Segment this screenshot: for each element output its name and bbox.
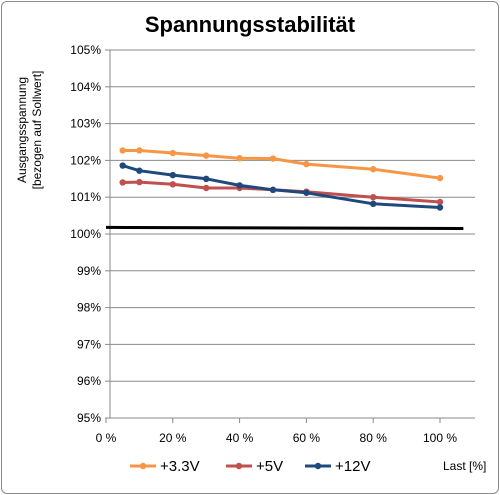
legend-swatch-marker <box>314 462 322 470</box>
y-tick-label: 96% <box>77 374 101 388</box>
x-tick-label: 80 % <box>360 431 388 445</box>
data-point <box>236 154 243 162</box>
legend: +3.3V +5V +12V <box>130 458 370 475</box>
y-axis-label-line1: Ausgangsspannung <box>15 77 29 183</box>
x-tick-label: 0 % <box>96 431 117 445</box>
data-point <box>119 179 126 186</box>
y-tick-label: 95% <box>77 411 101 425</box>
data-point <box>269 155 277 162</box>
data-point <box>436 204 444 211</box>
y-tick-label: 99% <box>77 264 101 278</box>
x-axis-label: Last [%] <box>443 459 486 473</box>
data-point <box>370 166 377 173</box>
data-point <box>236 182 243 189</box>
data-point <box>303 189 310 196</box>
axes <box>105 49 441 423</box>
series-layer <box>119 147 444 211</box>
legend-label: +5V <box>256 458 283 475</box>
legend-label: +12V <box>335 458 370 475</box>
data-point <box>136 167 143 174</box>
y-tick-label: 102% <box>70 153 101 167</box>
data-point <box>136 147 143 154</box>
data-point <box>119 162 126 169</box>
y-tick-labels: 95% 96% 97% 98% 99% 100% 101% 102% 103% 104% 105% <box>70 43 101 425</box>
x-tick-label: 100 % <box>423 431 457 445</box>
data-point <box>169 181 176 188</box>
y-tick-label: 100% <box>70 227 101 241</box>
x-tick-label: 60 % <box>293 431 321 445</box>
data-point <box>136 178 143 186</box>
y-tick-label: 97% <box>77 337 101 351</box>
x-tick-label: 40 % <box>226 431 254 445</box>
y-tick-label: 101% <box>70 190 101 204</box>
grid-lines <box>110 49 475 419</box>
y-tick-label: 105% <box>70 43 101 57</box>
x-tick-labels: 0 % 20 % 40 % 60 % 80 % 100 % <box>96 431 458 445</box>
legend-swatch-marker <box>235 462 243 470</box>
data-point <box>203 184 210 192</box>
y-tick-label: 98% <box>77 301 101 315</box>
reference-line-layer <box>105 225 464 230</box>
data-point <box>436 174 444 182</box>
data-point <box>370 194 377 201</box>
data-point <box>269 186 277 194</box>
data-point <box>169 171 176 179</box>
chart-title: Spannungsstabilität <box>144 12 356 37</box>
data-point <box>203 175 210 182</box>
reference-line <box>105 225 464 230</box>
data-point <box>169 149 176 157</box>
data-point <box>436 198 444 206</box>
data-point <box>370 200 377 208</box>
data-point <box>303 160 310 168</box>
data-point <box>119 147 126 154</box>
legend-label: +3.3V <box>160 458 200 475</box>
y-tick-label: 104% <box>70 80 101 94</box>
legend-swatch-marker <box>139 462 147 470</box>
y-axis-label-line2: [bezogen auf Sollwert] <box>30 71 44 190</box>
y-tick-label: 103% <box>70 117 101 131</box>
data-point <box>203 152 210 159</box>
x-tick-label: 20 % <box>159 431 187 445</box>
